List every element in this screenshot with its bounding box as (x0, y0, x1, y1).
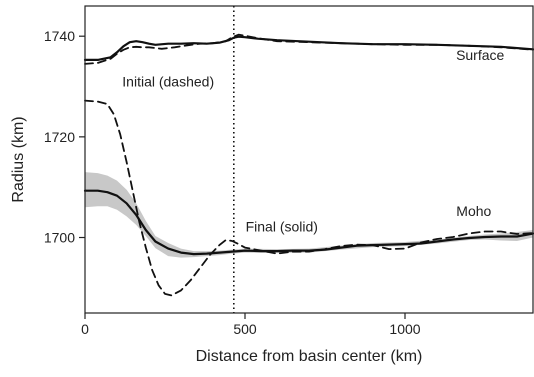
series-layer (83, 33, 534, 297)
y-axis-ticks: 1700 1720 1740 (44, 28, 85, 246)
annotation-label: Moho (456, 203, 491, 219)
y-axis-label: Radius (km) (10, 116, 27, 202)
annotation-label: Surface (456, 47, 504, 63)
x-axis-label: Distance from basin center (km) (196, 348, 423, 365)
x-tick-label: 0 (81, 321, 89, 337)
plot-frame (84, 5, 534, 314)
series-line-3-dashed (84, 99, 534, 297)
series-line-2-dashed (84, 33, 534, 65)
y-tick-label: 1700 (44, 230, 75, 246)
y-tick-label: 1740 (44, 28, 75, 44)
annotation-label: Final (solid) (246, 218, 318, 234)
x-tick-label: 1000 (389, 321, 420, 337)
series-line-4-solid (83, 189, 534, 256)
annotation-label: Initial (dashed) (122, 74, 214, 90)
y-tick-label: 1720 (44, 129, 75, 145)
x-axis-ticks: 0 500 1000 (81, 313, 421, 337)
x-tick-label: 500 (233, 321, 257, 337)
annotation-layer: Surface Initial (dashed) Final (solid) Moho (122, 47, 504, 235)
